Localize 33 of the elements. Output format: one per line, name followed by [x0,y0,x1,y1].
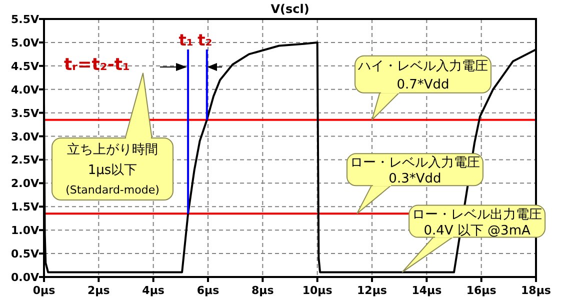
y-tick-label: 5.5V [11,13,40,26]
y-tick-label: 2.0V [11,177,40,190]
y-tick-label: 1.5V [11,200,40,214]
annotation: ロー・レベル入力電圧 0.3*Vdd [350,156,480,187]
y-tick-label: 0.5V [11,248,40,261]
y-tick-label: 1.0V [11,224,40,238]
y-tick-label: 3.0V [11,130,40,144]
annotation: ロー・レベル出力電圧 0.4V 以下 @3mA [412,207,542,238]
x-tick-label: 2μs [88,284,110,297]
series-label: t₁ [178,30,194,50]
y-tick-label: 4.5V [11,60,40,73]
callout: 立ち上がり時間 1μs以下 (Standard-mode) [52,72,174,200]
callout: ハイ・レベル入力電圧 0.7*Vdd [354,55,492,122]
x-tick-label: 12μs [357,284,388,297]
annotation: ハイ・レベル入力電圧 0.7*Vdd [357,59,488,93]
annotation: tᵣ=t₂-t₁ [64,55,130,75]
x-tick-label: 4μs [142,284,165,297]
y-tick-label: 2.5V [11,154,40,167]
y-tick-label: 3.5V [11,106,40,120]
y-tick-label: 5.0V [11,36,40,50]
x-tick-label: 14μs [412,284,442,297]
x-tick-label: 18μs [521,284,552,297]
x-tick-label: 10μs [302,284,333,297]
x-tick-label: 8μs [252,284,274,297]
x-tick-label: 6μs [196,284,220,297]
annotation: 立ち上がり時間 1μs以下 (Standard-mode) [66,141,160,197]
chart-title: V(scl) [270,2,310,16]
series-label: t₂ [198,30,212,50]
callout: ロー・レベル出力電圧 0.4V 以下 @3mA [402,204,546,273]
x-tick-label: 0μs [32,284,56,297]
x-tick-label: 16μs [466,284,497,297]
y-tick-label: 0.0V [11,271,40,284]
y-tick-label: 4.0V [11,83,40,96]
